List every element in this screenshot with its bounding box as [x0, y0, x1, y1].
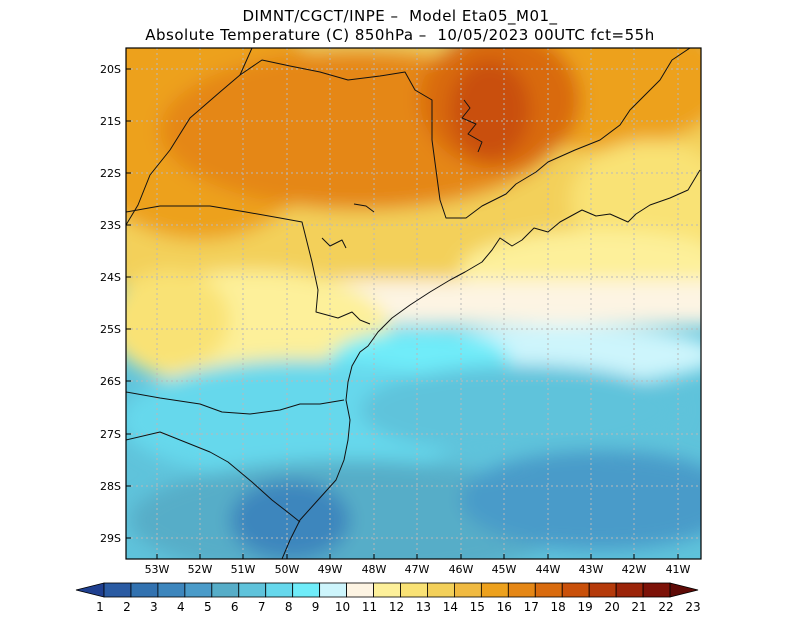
colorbar-swatch: [130, 582, 159, 598]
colorbar-label: 21: [631, 600, 646, 614]
colorbar-label: 7: [258, 600, 266, 614]
colorbar-label: 3: [150, 600, 158, 614]
colorbar-label: 1: [96, 600, 104, 614]
colorbar-swatch: [480, 582, 509, 598]
color-scale-bar: [75, 582, 699, 598]
colorbar-label: 23: [685, 600, 700, 614]
lon-tick-label: 43W: [579, 563, 604, 576]
colorbar-label: 8: [285, 600, 293, 614]
latitude-axis: 20S 21S 22S 23S 24S 25S 26S 27S 28S 29S: [100, 63, 131, 545]
colorbar-swatch: [184, 582, 213, 598]
colorbar-swatch: [534, 582, 563, 598]
chart-title-line-2: Absolute Temperature (C) 850hPa – 10/05/…: [145, 26, 655, 44]
colorbar-label: 11: [362, 600, 377, 614]
colorbar-label: 18: [551, 600, 566, 614]
colorbar-label: 2: [123, 600, 131, 614]
lon-tick-label: 46W: [449, 563, 474, 576]
colorbar-label: 15: [470, 600, 485, 614]
plot-frame: [125, 47, 702, 560]
colorbar-swatch: [157, 582, 186, 598]
colorbar-swatch: [400, 582, 428, 598]
colorbar-swatch: [588, 582, 617, 598]
colorbar-label: 16: [497, 600, 512, 614]
colorbar-label: 12: [389, 600, 404, 614]
colorbar-label: 5: [204, 600, 212, 614]
lon-tick-label: 44W: [536, 563, 561, 576]
colorbar-swatch: [427, 582, 455, 598]
colorbar-label: 20: [604, 600, 619, 614]
colorbar-swatch: [292, 582, 321, 598]
colorbar-label: 14: [443, 600, 458, 614]
colorbar-swatch: [346, 582, 374, 598]
chart-title-line-1: DIMNT/CGCT/INPE – Model Eta05_M01_: [242, 7, 558, 25]
colorbar-label: 9: [312, 600, 320, 614]
colorbar-swatch: [319, 582, 347, 598]
lat-tick-label: 21S: [100, 115, 121, 128]
lat-tick-label: 20S: [100, 63, 121, 76]
lon-tick-label: 49W: [318, 563, 343, 576]
lon-tick-label: 51W: [231, 563, 256, 576]
colorbar-swatch: [561, 582, 590, 598]
colorbar-label: 6: [231, 600, 239, 614]
coastline-and-borders: [126, 48, 701, 559]
colorbar-label: 22: [658, 600, 673, 614]
colorbar-swatch: [642, 582, 671, 598]
colorbar-label: 13: [416, 600, 431, 614]
lat-tick-label: 29S: [100, 532, 121, 545]
longitude-axis: 53W 52W 51W 50W 49W 48W 47W 46W 45W 44W 43W 42W 41W: [145, 554, 691, 576]
colorbar-label: 4: [177, 600, 185, 614]
lon-tick-label: 53W: [145, 563, 170, 576]
colorbar-swatch: [373, 582, 401, 598]
lon-tick-label: 52W: [188, 563, 213, 576]
colorbar-low-arrow: [75, 582, 105, 598]
lat-tick-label: 27S: [100, 428, 121, 441]
colorbar-swatch: [454, 582, 482, 598]
colorbar-swatch: [265, 582, 294, 598]
colorbar-label: 17: [524, 600, 539, 614]
lat-tick-label: 26S: [100, 375, 121, 388]
lon-tick-label: 48W: [362, 563, 387, 576]
graticule: [126, 48, 701, 559]
temperature-field: [126, 48, 701, 559]
lon-tick-label: 45W: [492, 563, 517, 576]
lat-tick-label: 28S: [100, 480, 121, 493]
lon-tick-label: 42W: [622, 563, 647, 576]
colorbar-swatch: [103, 582, 132, 598]
colorbar-high-arrow: [669, 582, 699, 598]
color-scale-labels: 1 2 3 4 5 6 7 8 9 10 11 12 13 14 15 16 17 18 19 20 21 22 23: [96, 600, 700, 614]
lon-tick-label: 47W: [405, 563, 430, 576]
colorbar-swatch: [238, 582, 267, 598]
lon-tick-label: 50W: [275, 563, 300, 576]
colorbar-swatch: [507, 582, 536, 598]
lat-tick-label: 25S: [100, 323, 121, 336]
colorbar-swatch: [615, 582, 644, 598]
lat-tick-label: 23S: [100, 219, 121, 232]
lat-tick-label: 24S: [100, 271, 121, 284]
colorbar-swatch: [211, 582, 240, 598]
lon-tick-label: 41W: [666, 563, 691, 576]
lat-tick-label: 22S: [100, 167, 121, 180]
colorbar-label: 10: [335, 600, 350, 614]
colorbar-label: 19: [577, 600, 592, 614]
